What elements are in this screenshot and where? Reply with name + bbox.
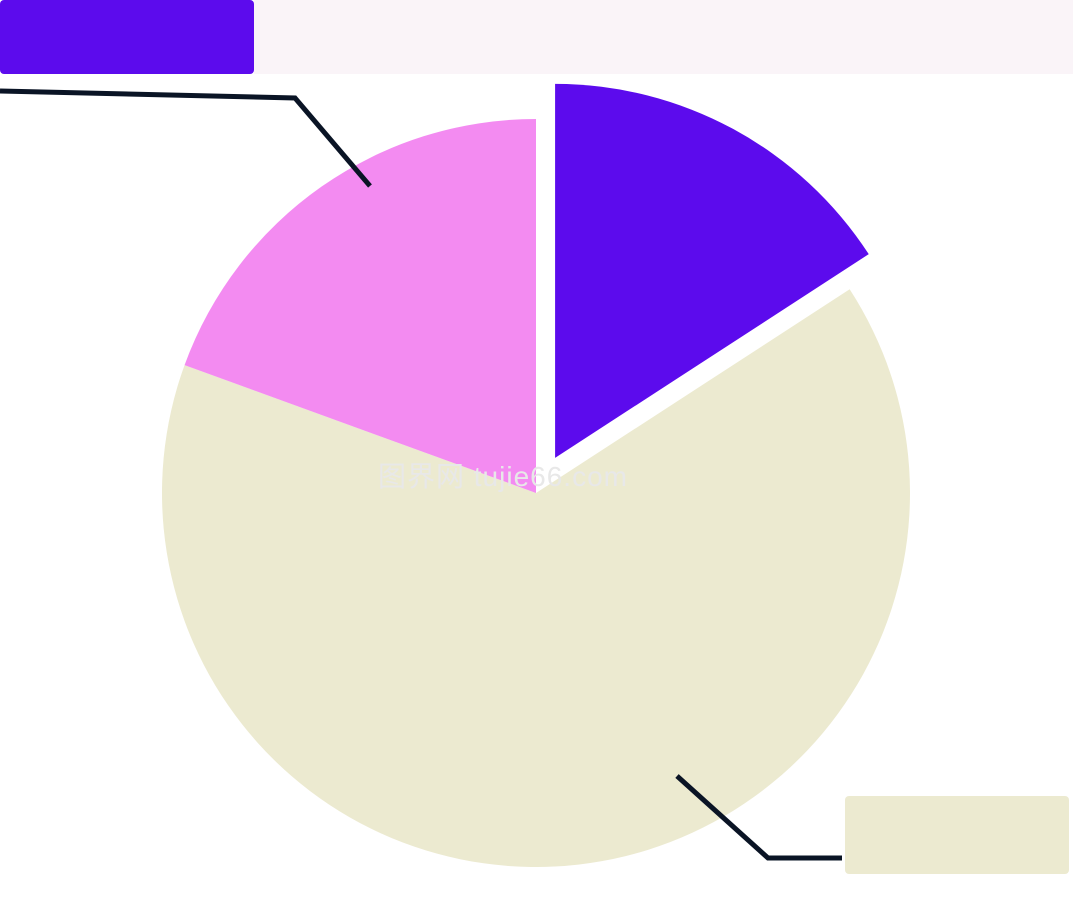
legend-purple (0, 0, 254, 74)
purple-leader (0, 91, 370, 186)
chart-container: 图界网 tujie66.com (0, 0, 1073, 912)
legend-beige (845, 796, 1069, 874)
pie-svg (0, 0, 1073, 912)
